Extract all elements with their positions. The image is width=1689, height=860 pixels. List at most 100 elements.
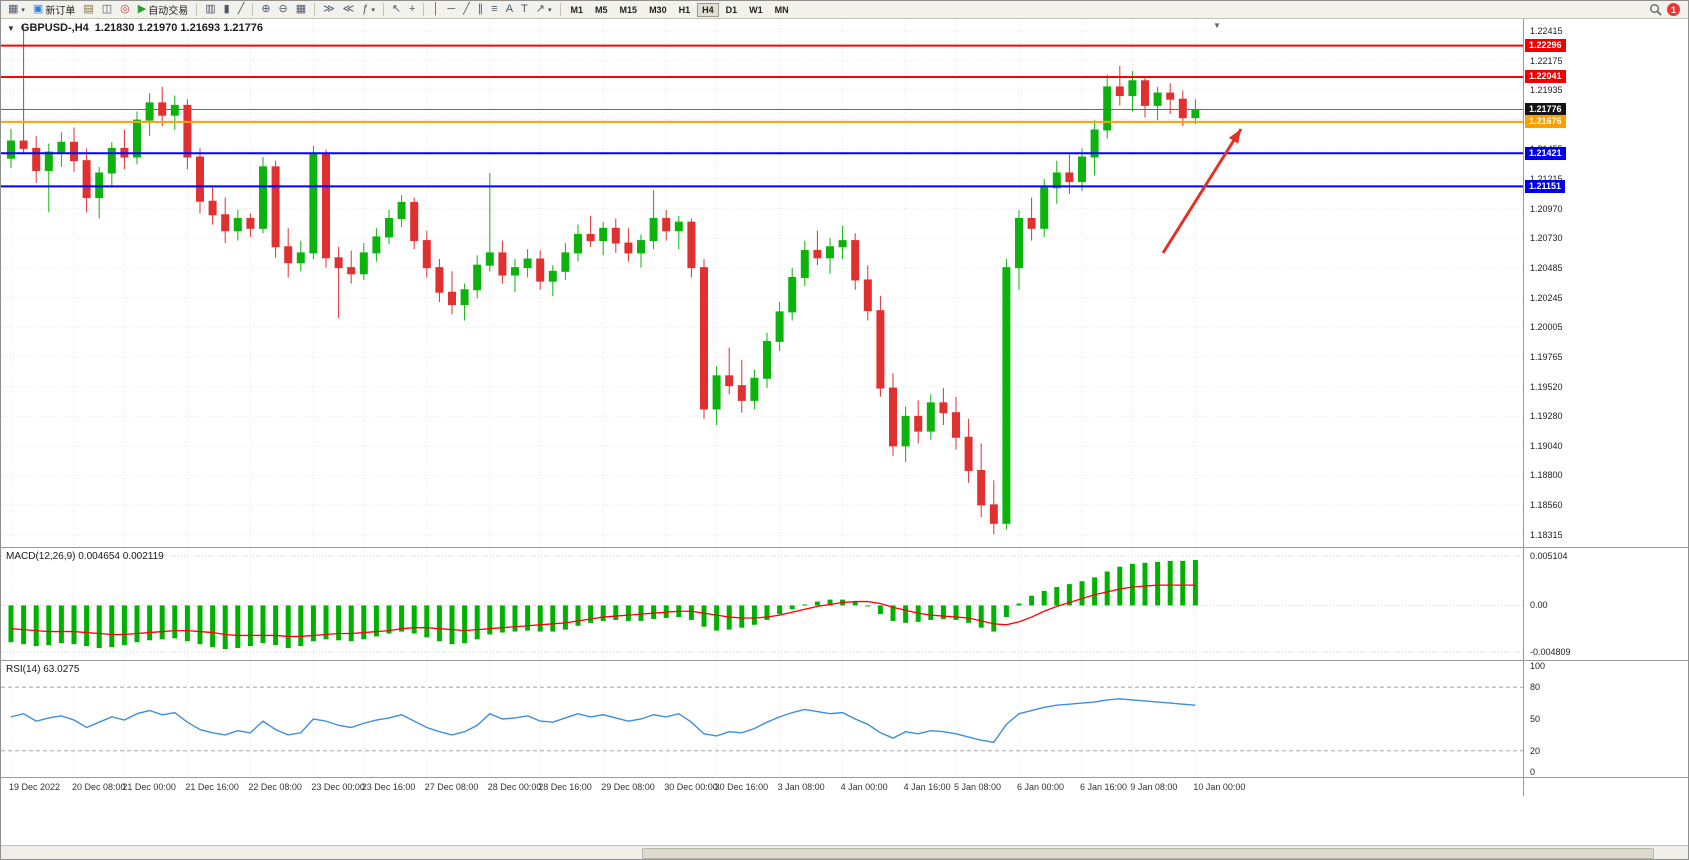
timeframe-m5-button[interactable]: M5 xyxy=(590,3,613,17)
crosshair-button[interactable]: + xyxy=(405,2,419,18)
macd-tick-label: 0.00 xyxy=(1530,600,1548,611)
timeframe-m30-button[interactable]: M30 xyxy=(644,3,672,17)
panel-separator[interactable] xyxy=(1,547,1688,548)
macd-indicator-label: MACD(12,26,9) 0.004654 0.002119 xyxy=(6,551,164,562)
timeframe-m1-button-label: M1 xyxy=(570,4,584,15)
arrows-icon: ↗ xyxy=(535,3,545,15)
new-order-icon: ▣ xyxy=(32,3,44,15)
alert-icon: ◎ xyxy=(120,3,130,15)
text-label-button[interactable]: T xyxy=(517,2,532,18)
auto-trading-icon: ▶ xyxy=(137,3,147,15)
rsi-tick-label: 0 xyxy=(1530,767,1536,777)
toolbar-separator xyxy=(382,3,384,16)
toolbar: ▦ ▾ ▣ 新订单 ▤ ◫ ◎ ▶ 自动交易 ▥ ▮ ╱ ⊕ ⊖ ▦ ≫ ≪ ƒ ▾ ↖ + │ ─ ╱ ∥ ≡ A T ↗ ▾ M1 M5 M… xyxy=(1,1,1688,19)
chart-shift-button[interactable]: ≪ xyxy=(339,2,359,18)
price-badge[interactable]: 1.21676 xyxy=(1525,115,1566,129)
ohlc-values: 1.21830 1.21970 1.21693 1.21776 xyxy=(94,22,263,34)
timeframe-h1-button[interactable]: H1 xyxy=(674,3,696,17)
bar-chart-button[interactable]: ▥ xyxy=(201,2,219,18)
vertical-line-button[interactable]: │ xyxy=(428,2,443,18)
time-label: 5 Jan 08:00 xyxy=(954,782,1002,792)
time-label: 21 Dec 00:00 xyxy=(122,782,176,792)
price-tick-label: 1.21935 xyxy=(1530,85,1563,95)
tile-windows-button[interactable]: ▦ xyxy=(292,2,310,18)
timeframe-w1-button[interactable]: W1 xyxy=(744,3,768,17)
symbol-period-label: GBPUSD-,H4 xyxy=(20,22,89,34)
auto-scroll-icon: ≫ xyxy=(323,3,335,15)
time-label: 23 Dec 16:00 xyxy=(361,782,416,792)
arrows-button[interactable]: ↗ ▾ xyxy=(532,2,556,18)
data-window-button[interactable]: ◫ xyxy=(98,2,116,18)
time-label: 20 Dec 08:00 xyxy=(72,782,126,792)
candlestick-chart-icon: ▮ xyxy=(223,3,230,15)
time-label: 3 Jan 08:00 xyxy=(777,782,825,792)
trendline-button[interactable]: ╱ xyxy=(459,2,474,18)
zoom-in-button[interactable]: ⊕ xyxy=(257,2,274,18)
time-label: 30 Dec 00:00 xyxy=(664,782,718,792)
symbol-caret-icon: ▼ xyxy=(7,23,15,33)
rsi-indicator-label: RSI(14) 63.0275 xyxy=(6,664,80,675)
timeframe-m1-button[interactable]: M1 xyxy=(566,3,589,17)
toolbar-separator xyxy=(559,3,561,16)
candlestick-chart-button[interactable]: ▮ xyxy=(220,2,234,18)
horizontal-scrollbar[interactable] xyxy=(1,845,1688,859)
text-button[interactable]: A xyxy=(502,2,517,18)
timeframe-h4-button-label: H4 xyxy=(702,4,714,15)
cursor-button[interactable]: ↖ xyxy=(388,2,405,18)
price-tick-label: 1.20730 xyxy=(1530,233,1563,244)
alert-button[interactable]: ◎ xyxy=(116,2,134,18)
price-tick-label: 1.19765 xyxy=(1530,351,1563,362)
auto-trading-button[interactable]: ▶ 自动交易 xyxy=(134,2,192,18)
time-label: 22 Dec 08:00 xyxy=(248,782,302,792)
zoom-out-button[interactable]: ⊖ xyxy=(275,2,292,18)
price-badge[interactable]: 1.21776 xyxy=(1525,103,1566,117)
toolbar-items: ▦ ▾ ▣ 新订单 ▤ ◫ ◎ ▶ 自动交易 ▥ ▮ ╱ ⊕ ⊖ ▦ ≫ ≪ ƒ ▾ ↖ + │ ─ ╱ ∥ ≡ A T ↗ ▾ M1 M5 M… xyxy=(4,1,1649,18)
panel-separator xyxy=(1,777,1688,778)
price-tick-label: 1.20005 xyxy=(1530,322,1563,333)
line-chart-button[interactable]: ╱ xyxy=(234,2,249,18)
price-badge[interactable]: 1.22041 xyxy=(1525,70,1566,84)
tile-windows-icon: ▦ xyxy=(295,3,307,15)
indicators-button[interactable]: ƒ ▾ xyxy=(358,2,379,18)
fibonacci-button[interactable]: ≡ xyxy=(487,2,501,18)
timeframe-d1-button[interactable]: D1 xyxy=(721,3,743,17)
timeframe-mn-button[interactable]: MN xyxy=(770,3,794,17)
price-tick-label: 1.19040 xyxy=(1530,440,1563,451)
scrollbar-thumb[interactable] xyxy=(642,848,1655,859)
chart-profiles-button[interactable]: ▤ xyxy=(79,2,97,18)
timeframe-m15-button[interactable]: M15 xyxy=(615,3,643,17)
macd-signal-line xyxy=(10,584,1196,638)
price-badge[interactable]: 1.21151 xyxy=(1525,179,1566,193)
time-label: 10 Jan 00:00 xyxy=(1193,782,1246,792)
time-label: 19 Dec 2022 xyxy=(9,782,61,792)
price-tick-label: 1.20485 xyxy=(1530,263,1563,274)
arrow-annotation[interactable] xyxy=(1161,128,1243,254)
macd-tick-label: 0.005104 xyxy=(1530,551,1568,561)
notification-badge[interactable]: 1 xyxy=(1667,3,1680,16)
search-icon[interactable] xyxy=(1649,3,1662,16)
rsi-plot xyxy=(1,661,1523,777)
horizontal-line-button[interactable]: ─ xyxy=(443,2,459,18)
price-badge[interactable]: 1.21421 xyxy=(1525,146,1566,160)
text-label-icon: T xyxy=(521,3,528,15)
time-label: 4 Jan 16:00 xyxy=(903,782,951,792)
axis-border xyxy=(1523,19,1524,796)
timeframe-m15-button-label: M15 xyxy=(619,4,638,15)
chart-shift-icon: ≪ xyxy=(342,3,355,15)
equidistant-channel-button[interactable]: ∥ xyxy=(474,2,488,18)
auto-scroll-button[interactable]: ≫ xyxy=(319,2,339,18)
chart-title: ▼ GBPUSD-,H4 1.21830 1.21970 1.21693 1.2… xyxy=(7,22,263,34)
timeframe-h4-button[interactable]: H4 xyxy=(697,2,719,17)
macd-histogram xyxy=(8,559,1198,650)
price-tick-label: 1.19280 xyxy=(1530,411,1563,422)
indicators-icon: ƒ xyxy=(362,3,369,15)
rsi-tick-label: 20 xyxy=(1530,745,1541,756)
price-badge[interactable]: 1.22296 xyxy=(1525,39,1566,53)
new-chart-button[interactable]: ▦ ▾ xyxy=(4,2,29,18)
panel-separator[interactable] xyxy=(1,660,1688,661)
dropdown-arrow-icon: ▾ xyxy=(21,6,25,14)
rsi-line xyxy=(10,698,1196,744)
time-label: 9 Jan 08:00 xyxy=(1130,782,1178,792)
chart-shift-marker-icon: ▼ xyxy=(1213,21,1221,30)
new-order-button[interactable]: ▣ 新订单 xyxy=(29,2,79,18)
